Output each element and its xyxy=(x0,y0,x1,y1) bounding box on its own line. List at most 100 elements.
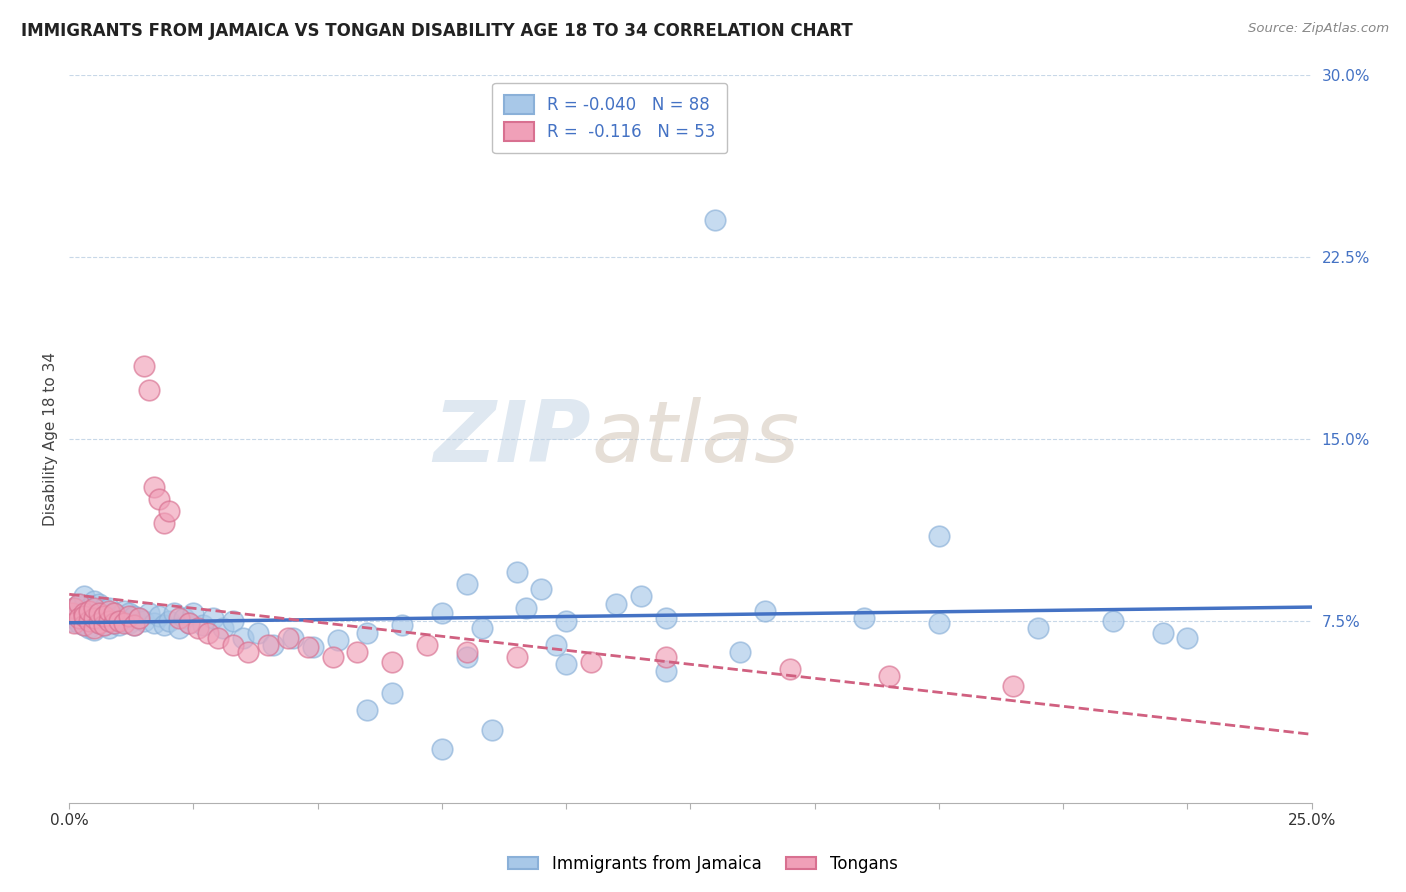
Point xyxy=(118,606,141,620)
Point xyxy=(654,649,676,664)
Point xyxy=(515,601,537,615)
Point xyxy=(1028,621,1050,635)
Point xyxy=(142,615,165,630)
Legend: Immigrants from Jamaica, Tongans: Immigrants from Jamaica, Tongans xyxy=(502,848,904,880)
Point xyxy=(187,621,209,635)
Point xyxy=(157,504,180,518)
Point xyxy=(67,597,90,611)
Point xyxy=(1002,679,1025,693)
Point xyxy=(704,213,727,227)
Point xyxy=(93,618,115,632)
Point xyxy=(98,621,121,635)
Point xyxy=(138,606,160,620)
Point xyxy=(112,604,135,618)
Point xyxy=(222,614,245,628)
Point xyxy=(505,649,527,664)
Point xyxy=(152,516,174,531)
Point xyxy=(103,615,125,630)
Point xyxy=(108,614,131,628)
Text: Source: ZipAtlas.com: Source: ZipAtlas.com xyxy=(1249,22,1389,36)
Point xyxy=(728,645,751,659)
Point xyxy=(142,480,165,494)
Point xyxy=(326,632,349,647)
Point xyxy=(1102,614,1125,628)
Point xyxy=(391,618,413,632)
Point xyxy=(77,611,100,625)
Point xyxy=(108,618,131,632)
Point xyxy=(346,645,368,659)
Point xyxy=(73,606,96,620)
Point xyxy=(112,614,135,628)
Point xyxy=(138,383,160,397)
Point xyxy=(83,601,105,615)
Point xyxy=(67,611,90,625)
Point xyxy=(122,608,145,623)
Point xyxy=(83,594,105,608)
Point xyxy=(77,601,100,615)
Point xyxy=(98,611,121,625)
Point xyxy=(73,608,96,623)
Point xyxy=(98,614,121,628)
Legend: R = -0.040   N = 88, R =  -0.116   N = 53: R = -0.040 N = 88, R = -0.116 N = 53 xyxy=(492,83,727,153)
Point xyxy=(167,611,190,625)
Point xyxy=(301,640,323,655)
Point xyxy=(148,492,170,507)
Point xyxy=(297,640,319,655)
Point xyxy=(73,599,96,613)
Point xyxy=(112,615,135,630)
Point xyxy=(77,604,100,618)
Point xyxy=(555,657,578,672)
Point xyxy=(87,606,110,620)
Point xyxy=(1177,631,1199,645)
Point xyxy=(83,624,105,638)
Point xyxy=(381,686,404,700)
Point xyxy=(73,608,96,623)
Point xyxy=(356,625,378,640)
Point xyxy=(173,611,195,625)
Point xyxy=(277,631,299,645)
Point xyxy=(103,606,125,620)
Point xyxy=(93,608,115,623)
Point xyxy=(605,597,627,611)
Point xyxy=(98,604,121,618)
Point xyxy=(167,621,190,635)
Point xyxy=(73,589,96,603)
Point xyxy=(157,614,180,628)
Point xyxy=(430,742,453,756)
Point xyxy=(98,601,121,615)
Point xyxy=(193,618,215,632)
Point xyxy=(67,606,90,620)
Text: IMMIGRANTS FROM JAMAICA VS TONGAN DISABILITY AGE 18 TO 34 CORRELATION CHART: IMMIGRANTS FROM JAMAICA VS TONGAN DISABI… xyxy=(21,22,853,40)
Point xyxy=(63,611,86,625)
Point xyxy=(67,615,90,630)
Point xyxy=(281,631,304,645)
Point xyxy=(416,638,439,652)
Point xyxy=(197,625,219,640)
Point xyxy=(118,608,141,623)
Point xyxy=(177,615,200,630)
Point xyxy=(108,608,131,623)
Point xyxy=(177,615,200,630)
Point xyxy=(481,723,503,737)
Point xyxy=(83,614,105,628)
Point xyxy=(630,589,652,603)
Point xyxy=(928,528,950,542)
Point xyxy=(152,618,174,632)
Point xyxy=(356,703,378,717)
Point xyxy=(207,631,229,645)
Point xyxy=(236,645,259,659)
Point xyxy=(212,621,235,635)
Point xyxy=(232,631,254,645)
Point xyxy=(322,649,344,664)
Point xyxy=(87,597,110,611)
Y-axis label: Disability Age 18 to 34: Disability Age 18 to 34 xyxy=(44,351,58,525)
Point xyxy=(128,611,150,625)
Point xyxy=(128,611,150,625)
Point xyxy=(83,621,105,635)
Point xyxy=(779,662,801,676)
Point xyxy=(183,606,205,620)
Point xyxy=(93,601,115,615)
Point xyxy=(73,618,96,632)
Point xyxy=(262,638,284,652)
Point xyxy=(381,655,404,669)
